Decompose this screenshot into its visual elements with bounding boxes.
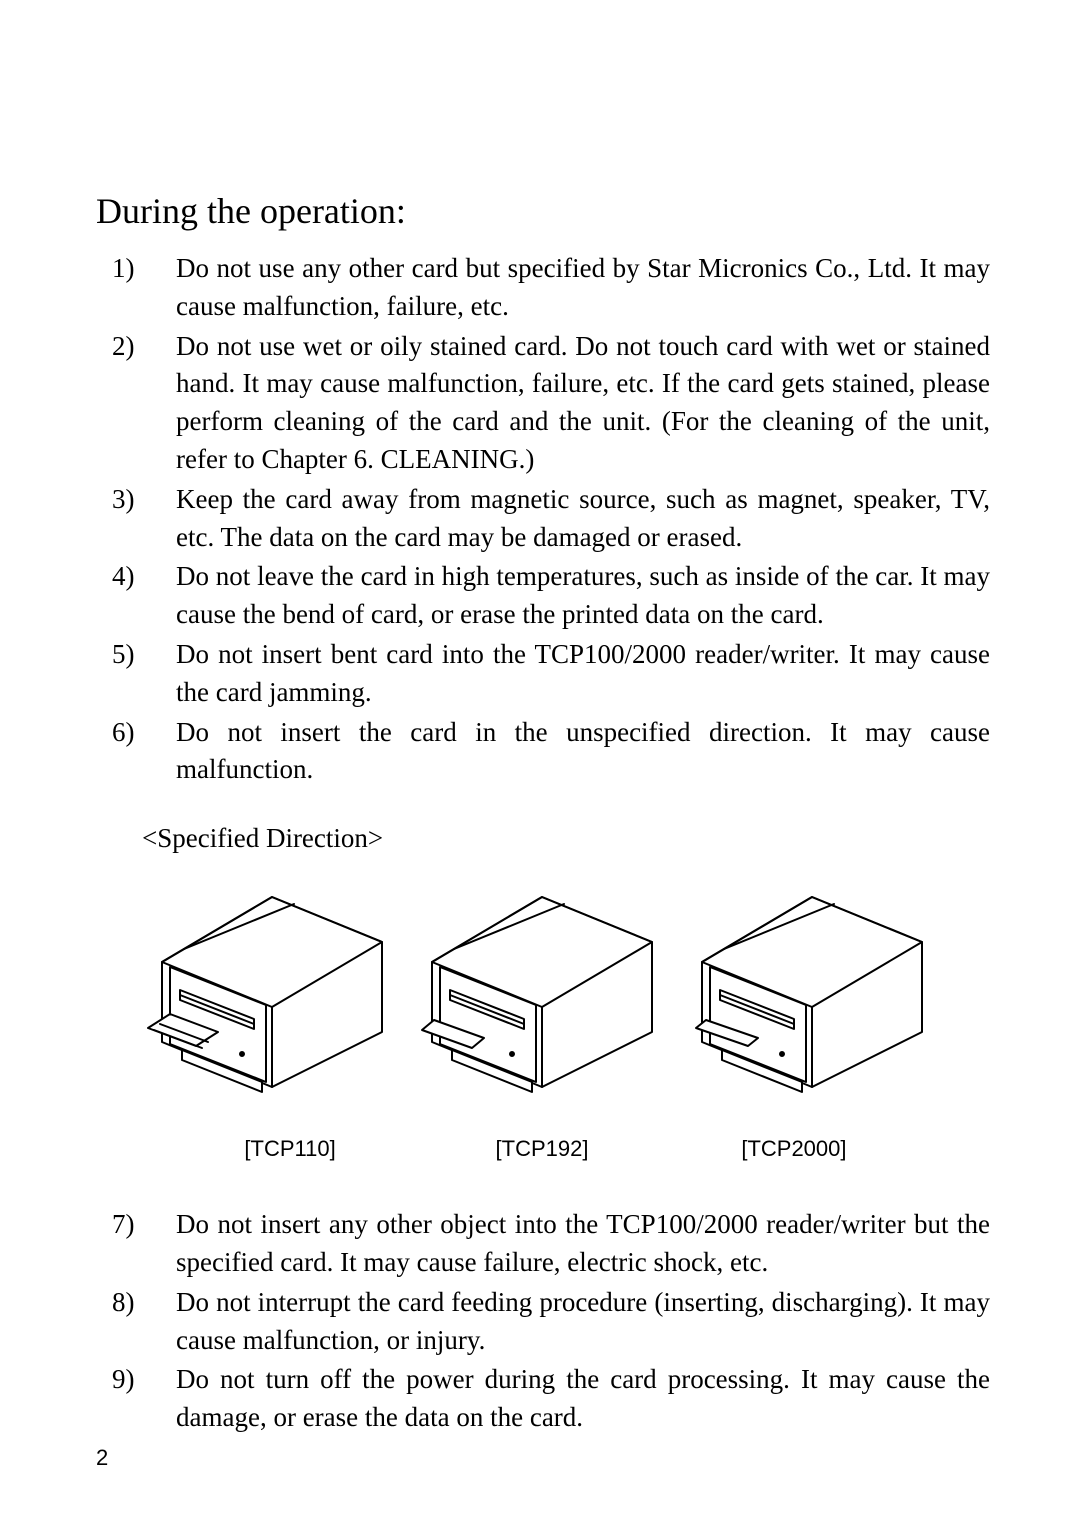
- item-number: 3): [144, 481, 176, 519]
- item-text: Do not insert any other object into the …: [176, 1209, 990, 1277]
- spacer: [96, 1172, 990, 1206]
- instruction-list-2: 7)Do not insert any other object into th…: [96, 1206, 990, 1437]
- section-heading: During the operation:: [96, 190, 990, 232]
- diagram-labels: [TCP110] [TCP192] [TCP2000]: [166, 1136, 918, 1162]
- item-text: Do not insert the card in the unspecifie…: [176, 717, 990, 785]
- item-text: Do not use any other card but specified …: [176, 253, 990, 321]
- item-text: Do not insert bent card into the TCP100/…: [176, 639, 990, 707]
- list-item: 3)Keep the card away from magnetic sourc…: [108, 481, 990, 557]
- list-item: 7)Do not insert any other object into th…: [108, 1206, 990, 1282]
- diagram-block: [TCP110] [TCP192] [TCP2000]: [142, 872, 942, 1162]
- list-item: 4)Do not leave the card in high temperat…: [108, 558, 990, 634]
- item-number: 7): [144, 1206, 176, 1244]
- list-item: 9)Do not turn off the power during the c…: [108, 1361, 990, 1437]
- item-number: 6): [144, 714, 176, 752]
- item-number: 9): [144, 1361, 176, 1399]
- document-page: During the operation: 1)Do not use any o…: [0, 0, 1080, 1529]
- diagram-label: [TCP192]: [418, 1136, 666, 1162]
- diagram-label: [TCP110]: [166, 1136, 414, 1162]
- item-number: 8): [144, 1284, 176, 1322]
- item-number: 1): [144, 250, 176, 288]
- page-number: 2: [96, 1445, 108, 1471]
- item-text: Do not use wet or oily stained card. Do …: [176, 331, 990, 474]
- device-diagram: [142, 872, 942, 1122]
- list-item: 2)Do not use wet or oily stained card. D…: [108, 328, 990, 479]
- item-number: 4): [144, 558, 176, 596]
- list-item: 5)Do not insert bent card into the TCP10…: [108, 636, 990, 712]
- item-text: Keep the card away from magnetic source,…: [176, 484, 990, 552]
- list-item: 6)Do not insert the card in the unspecif…: [108, 714, 990, 790]
- item-text: Do not interrupt the card feeding proced…: [176, 1287, 990, 1355]
- list-item: 1)Do not use any other card but specifie…: [108, 250, 990, 326]
- item-text: Do not turn off the power during the car…: [176, 1364, 990, 1432]
- item-text: Do not leave the card in high temperatur…: [176, 561, 990, 629]
- diagram-label: [TCP2000]: [670, 1136, 918, 1162]
- item-number: 5): [144, 636, 176, 674]
- list-item: 8)Do not interrupt the card feeding proc…: [108, 1284, 990, 1360]
- item-number: 2): [144, 328, 176, 366]
- specified-direction-label: <Specified Direction>: [142, 823, 990, 854]
- instruction-list-1: 1)Do not use any other card but specifie…: [96, 250, 990, 789]
